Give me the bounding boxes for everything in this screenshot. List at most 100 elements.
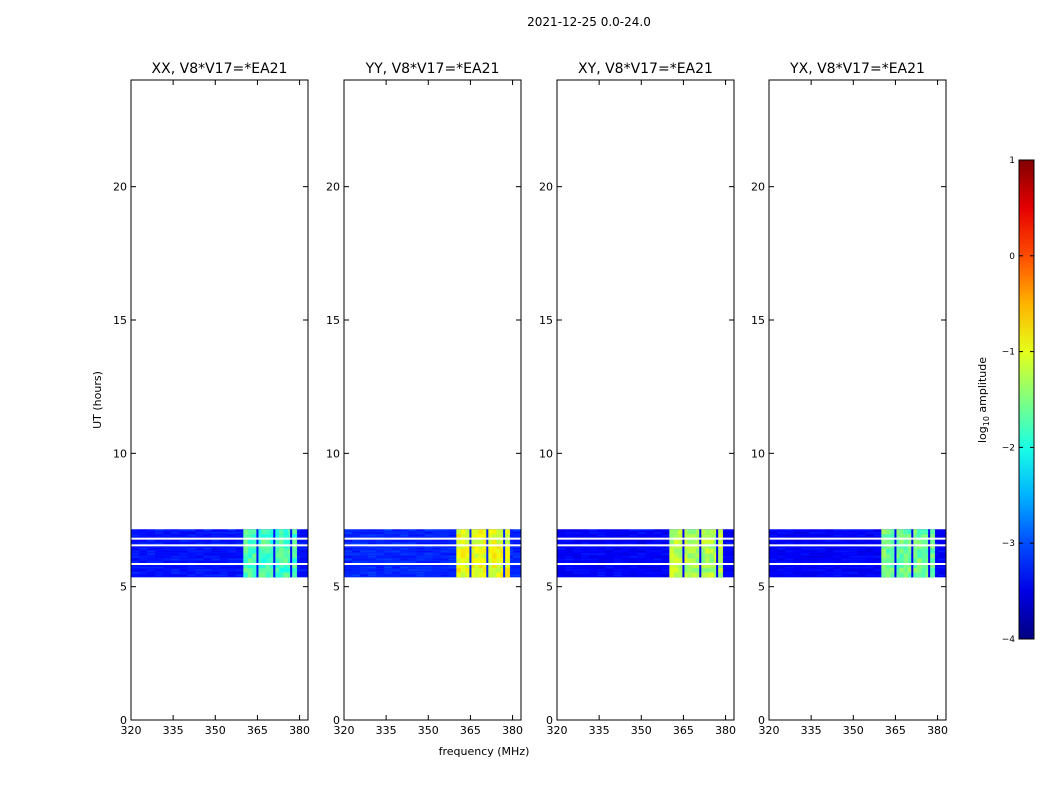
heatmap-cell xyxy=(581,534,590,537)
heatmap-cell xyxy=(360,532,369,534)
heatmap-cell xyxy=(597,542,606,545)
heatmap-cell xyxy=(589,534,598,537)
y-tick-label: 5 xyxy=(333,581,340,594)
heatmap-cell xyxy=(299,572,309,574)
high-band-cell xyxy=(487,529,493,535)
heatmap-cell xyxy=(219,540,228,542)
high-band-cell xyxy=(474,538,479,545)
heatmap-cell xyxy=(179,532,188,534)
heatmap-cell xyxy=(817,572,826,574)
heatmap-cell xyxy=(557,558,566,561)
heatmap-cell xyxy=(424,548,433,550)
high-band-cell xyxy=(709,529,715,535)
heatmap-cell xyxy=(565,553,574,555)
heatmap-cell xyxy=(833,540,842,542)
heatmap-cell xyxy=(352,534,361,537)
high-band-cell xyxy=(899,553,904,559)
heatmap-cell xyxy=(163,529,172,531)
heatmap-cell xyxy=(589,542,598,545)
heatmap-cell xyxy=(344,572,353,574)
high-band-cell xyxy=(908,534,913,540)
high-band-cell xyxy=(921,538,927,545)
heatmap-cell xyxy=(809,566,818,569)
high-band-cell xyxy=(894,529,900,535)
heatmap-cell xyxy=(203,532,212,534)
high-band-cell xyxy=(881,567,887,573)
high-band-cell xyxy=(505,538,511,545)
heatmap-cell xyxy=(573,550,582,553)
heatmap-cell xyxy=(597,556,606,558)
heatmap-cell xyxy=(512,548,522,550)
flagged-row xyxy=(557,537,734,540)
heatmap-cell xyxy=(155,548,164,550)
heatmap-cell xyxy=(589,574,598,577)
heatmap-cell xyxy=(573,548,582,550)
heatmap-cell xyxy=(653,553,662,555)
heatmap-cell xyxy=(865,532,874,534)
heatmap-cell xyxy=(344,556,353,558)
high-band-cell xyxy=(283,538,289,545)
heatmap-cell xyxy=(865,556,874,558)
heatmap-cell xyxy=(857,574,866,577)
panel-frame xyxy=(768,79,947,721)
high-band-cell xyxy=(478,567,484,573)
high-band-cell xyxy=(270,558,275,564)
heatmap-cell xyxy=(629,548,638,550)
high-band-cell xyxy=(691,538,697,545)
heatmap-cell xyxy=(661,548,670,550)
high-band-cell xyxy=(881,572,887,578)
heatmap-cell xyxy=(211,542,220,545)
heatmap-cell xyxy=(131,553,140,555)
heatmap-cell xyxy=(629,569,638,571)
heatmap-cell xyxy=(400,532,409,534)
heatmap-cell xyxy=(344,566,353,569)
heatmap-cell xyxy=(227,548,236,550)
heatmap-cell xyxy=(873,558,882,561)
heatmap-cell xyxy=(179,572,188,574)
heatmap-cell xyxy=(187,529,196,531)
heatmap-cell xyxy=(299,540,309,542)
heatmap-cell xyxy=(937,572,947,574)
heatmap-cell xyxy=(195,566,204,569)
high-band-cell xyxy=(903,567,909,573)
heatmap-cell xyxy=(777,553,786,555)
high-band-cell xyxy=(483,562,488,569)
high-band-cell xyxy=(460,572,466,578)
high-band-cell xyxy=(704,534,710,540)
heatmap-cell xyxy=(139,532,148,534)
heatmap-cell xyxy=(841,558,850,561)
heatmap-cell xyxy=(785,534,794,537)
high-band-cell xyxy=(491,529,497,535)
heatmap-cell xyxy=(725,561,735,563)
heatmap-cell xyxy=(187,561,196,563)
heatmap-cell xyxy=(368,558,377,561)
high-band-cell xyxy=(885,567,891,573)
heatmap-cell xyxy=(440,556,449,558)
heatmap-cell xyxy=(661,566,670,569)
heatmap-cell xyxy=(809,569,818,571)
heatmap-cell xyxy=(769,561,778,563)
colorbar-tick-label: −4 xyxy=(1002,635,1016,645)
high-band-cell xyxy=(460,529,466,535)
heatmap-cell xyxy=(653,566,662,569)
heatmap-cell xyxy=(139,540,148,542)
heatmap-cell xyxy=(849,574,858,577)
heatmap-cell xyxy=(131,534,140,537)
high-band-cell xyxy=(496,529,502,535)
heatmap-cell xyxy=(653,550,662,553)
heatmap-cell xyxy=(937,558,947,561)
heatmap-cell xyxy=(195,558,204,561)
high-band-cell xyxy=(718,529,724,535)
heatmap-cell xyxy=(565,572,574,574)
heatmap-cell xyxy=(203,542,212,545)
heatmap-cell xyxy=(557,548,566,550)
heatmap-cell xyxy=(163,556,172,558)
high-band-cell xyxy=(487,553,493,559)
high-band-cell xyxy=(278,567,284,573)
heatmap-cell xyxy=(163,534,172,537)
heatmap-cell xyxy=(873,550,882,553)
heatmap-cell xyxy=(793,550,802,553)
heatmap-cell xyxy=(219,550,228,553)
heatmap-cell xyxy=(203,550,212,553)
heatmap-cell xyxy=(777,548,786,550)
